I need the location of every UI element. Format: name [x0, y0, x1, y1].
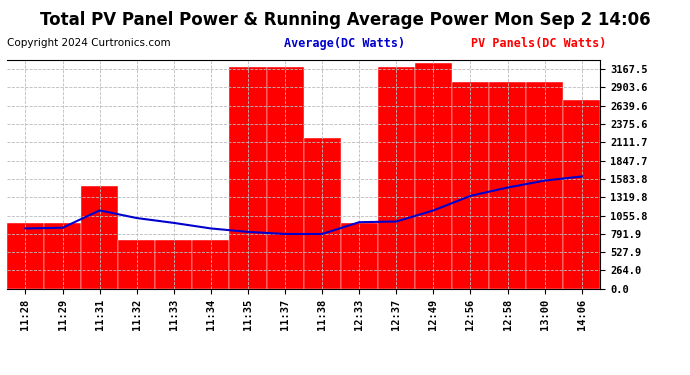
Text: PV Panels(DC Watts): PV Panels(DC Watts)	[471, 38, 606, 51]
Bar	[489, 82, 526, 289]
Bar	[378, 67, 415, 289]
Text: Average(DC Watts): Average(DC Watts)	[284, 38, 406, 51]
Bar	[229, 67, 266, 289]
Bar	[452, 82, 489, 289]
Bar	[44, 223, 81, 289]
Text: Total PV Panel Power & Running Average Power Mon Sep 2 14:06: Total PV Panel Power & Running Average P…	[40, 11, 650, 29]
Bar	[7, 223, 44, 289]
Bar	[193, 240, 229, 289]
Bar	[526, 82, 563, 289]
Bar	[118, 240, 155, 289]
Bar	[304, 138, 341, 289]
Bar	[563, 99, 600, 289]
Bar	[155, 240, 193, 289]
Bar	[341, 223, 378, 289]
Bar	[266, 67, 304, 289]
Bar	[81, 186, 118, 289]
Text: Copyright 2024 Curtronics.com: Copyright 2024 Curtronics.com	[7, 38, 170, 48]
Bar	[415, 63, 452, 289]
